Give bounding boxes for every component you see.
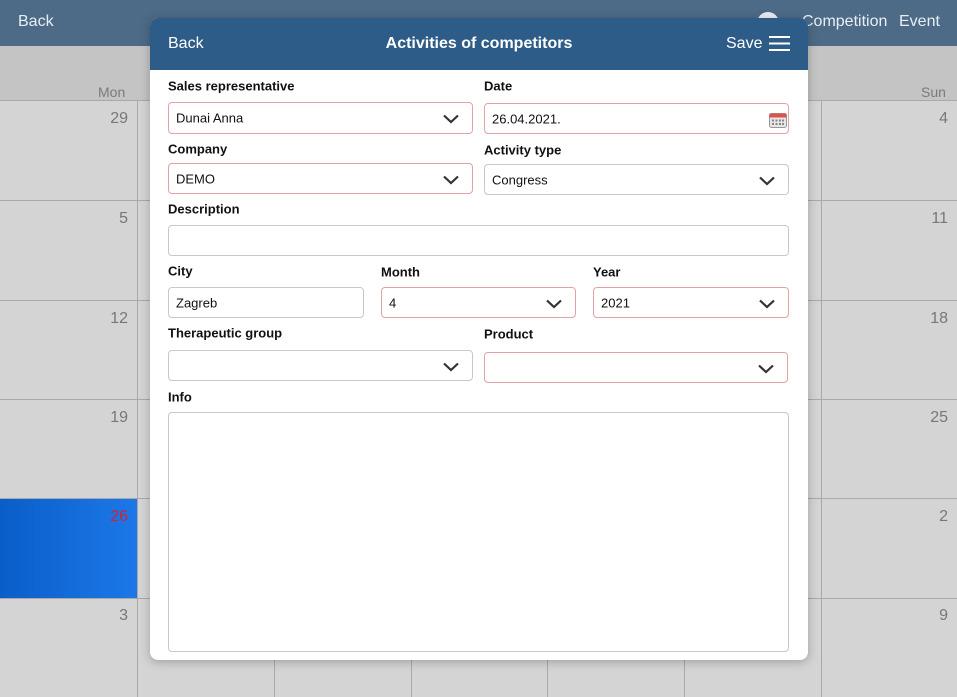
calendar-icon[interactable]: [769, 111, 787, 128]
field-label: Description: [168, 201, 240, 217]
field-label: Company: [168, 141, 228, 157]
chevron-icon: [758, 364, 774, 374]
day-number[interactable]: 19: [110, 409, 128, 426]
field-label: Year: [593, 264, 621, 280]
field-label: Product: [484, 326, 534, 342]
day-number[interactable]: 5: [119, 210, 128, 227]
chevron-icon: [546, 299, 562, 309]
field-label: Month: [381, 264, 420, 280]
chevron-icon: [443, 362, 459, 372]
day-number[interactable]: 12: [110, 310, 128, 327]
day-number[interactable]: 29: [110, 110, 128, 127]
day-number[interactable]: 26: [110, 508, 128, 525]
field-value: 4: [389, 295, 397, 310]
text-input[interactable]: [168, 225, 789, 256]
weekday: Sun: [921, 84, 946, 100]
day-number[interactable]: 3: [119, 607, 128, 624]
dropdown[interactable]: 4: [381, 287, 576, 318]
day-number[interactable]: 4: [939, 110, 948, 127]
back-button[interactable]: Back: [18, 13, 54, 30]
modal-back-button[interactable]: Back: [168, 35, 204, 52]
competition-button[interactable]: Competition: [802, 13, 888, 30]
field-label: Activity type: [484, 142, 562, 158]
field-value: Zagreb: [176, 295, 218, 310]
dropdown[interactable]: Congress: [484, 164, 789, 195]
dropdown[interactable]: 2021: [593, 287, 789, 318]
save-button[interactable]: Save: [726, 35, 763, 52]
day-number[interactable]: 11: [931, 210, 948, 227]
selected-day: [0, 498, 137, 598]
chevron-icon: [759, 176, 775, 186]
modal-header: Back Activities of competitors Save: [150, 18, 808, 70]
day-number[interactable]: 25: [930, 409, 948, 426]
text-area[interactable]: [168, 412, 789, 652]
weekday: Mon: [98, 84, 126, 100]
chevron-icon: [759, 299, 775, 309]
dropdown[interactable]: [484, 352, 788, 383]
dropdown[interactable]: DEMO: [168, 163, 473, 194]
field-value: 26.04.2021.: [492, 111, 561, 126]
field-value: 2021: [601, 295, 630, 310]
field-label: City: [168, 263, 193, 279]
field-value: DEMO: [176, 171, 215, 186]
field-label: Date: [484, 78, 513, 94]
field-label: Info: [168, 389, 192, 405]
chevron-icon: [443, 114, 459, 124]
chevron-icon: [443, 175, 459, 185]
menu-icon[interactable]: [769, 35, 790, 52]
dropdown[interactable]: [168, 350, 473, 381]
day-number[interactable]: 2: [939, 508, 948, 525]
field-value: Dunai Anna: [176, 110, 244, 126]
field-label: Therapeutic group: [168, 325, 283, 341]
dropdown[interactable]: Dunai Anna: [168, 102, 473, 134]
day-number[interactable]: 9: [939, 607, 948, 624]
text-input[interactable]: Zagreb: [168, 287, 364, 318]
event-button[interactable]: Event: [899, 13, 940, 30]
day-number[interactable]: 18: [930, 310, 948, 327]
date-input[interactable]: 26.04.2021.: [484, 103, 789, 134]
modal-dialog: Back Activities of competitors Save Sale…: [150, 18, 808, 660]
modal-title: Activities of competitors: [385, 35, 573, 52]
field-label: Sales representative: [168, 78, 295, 94]
field-value: Congress: [492, 172, 548, 187]
